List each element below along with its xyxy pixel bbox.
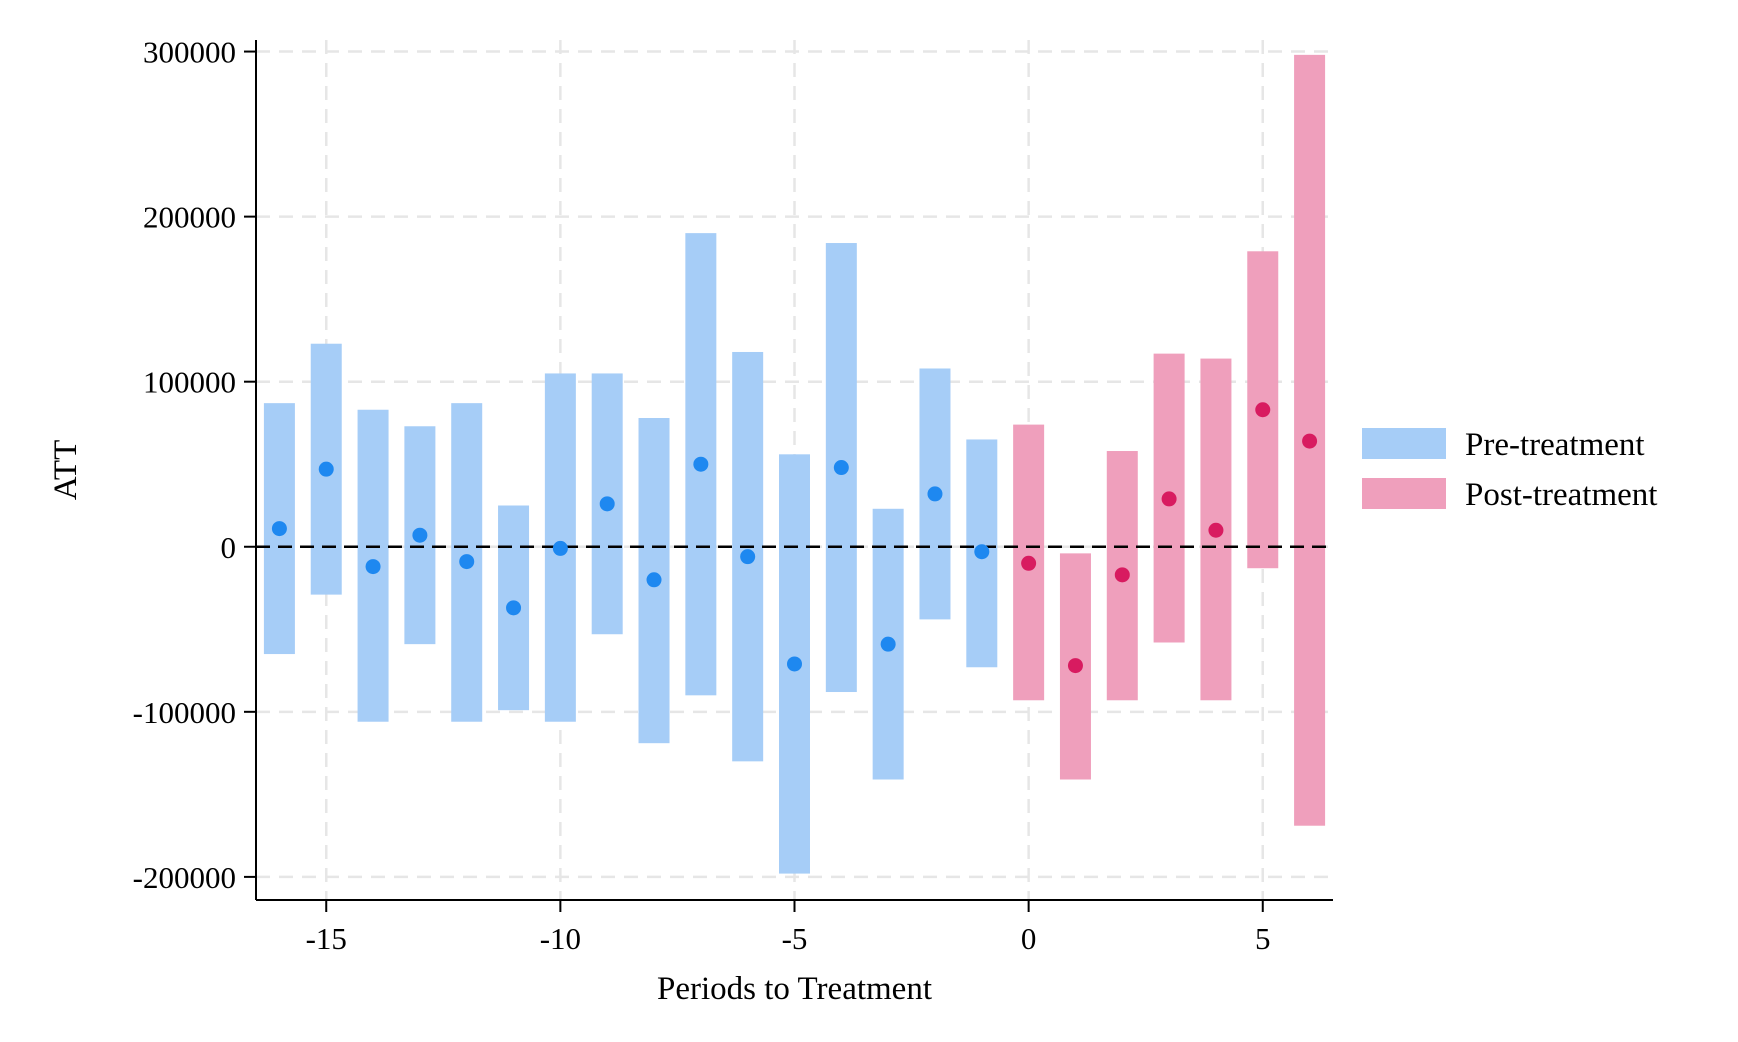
point-estimate-pre [318, 461, 334, 477]
y-tick-label: 200000 [143, 200, 236, 235]
x-tick-label: -10 [540, 921, 581, 956]
point-estimate-pre [787, 656, 802, 672]
point-estimate-pre [740, 549, 756, 565]
point-estimate-post [1067, 658, 1083, 674]
x-tick-label: -15 [306, 921, 347, 956]
point-estimates [271, 402, 1318, 674]
legend: Pre-treatment Post-treatment [1362, 427, 1657, 513]
point-estimate-pre [459, 554, 475, 570]
point-estimate-pre [974, 544, 990, 560]
legend-swatch-pre-treatment [1362, 428, 1446, 459]
point-estimate-pre [646, 572, 662, 588]
point-estimate-pre [412, 527, 428, 543]
x-axis-title: Periods to Treatment [657, 971, 932, 1007]
y-tick-label: 0 [221, 530, 237, 565]
gridlines [256, 40, 1333, 900]
x-tick-label: 0 [1021, 921, 1037, 956]
y-tick-label: 100000 [143, 365, 236, 400]
point-estimate-pre [552, 540, 568, 556]
point-estimate-pre [365, 559, 381, 575]
y-axis-ticks: -200000 -100000 0 100000 200000 300000 [133, 35, 256, 895]
point-estimate-post [1208, 522, 1224, 538]
x-tick-label: -5 [782, 921, 808, 956]
point-estimate-pre [271, 521, 287, 537]
point-estimate-post [1021, 555, 1037, 571]
confidence-intervals [263, 54, 1326, 874]
point-estimate-post [1161, 491, 1177, 507]
y-tick-label: -200000 [133, 860, 236, 895]
point-estimate-post [1114, 567, 1130, 583]
point-estimate-pre [833, 460, 849, 476]
point-estimate-pre [880, 636, 896, 652]
legend-label-pre-treatment: Pre-treatment [1465, 427, 1645, 463]
point-estimate-pre [927, 486, 943, 502]
x-axis-ticks: -15 -10 -5 0 5 [306, 900, 1271, 956]
y-tick-label: 300000 [143, 35, 236, 70]
point-estimate-pre [506, 600, 522, 616]
point-estimate-post [1302, 433, 1318, 449]
legend-label-post-treatment: Post-treatment [1465, 477, 1657, 513]
legend-swatch-post-treatment [1362, 478, 1446, 509]
y-axis-title: ATT [48, 440, 84, 501]
y-tick-label: -100000 [133, 695, 236, 730]
point-estimate-post [1255, 402, 1271, 418]
point-estimate-pre [693, 456, 709, 472]
x-tick-label: 5 [1255, 921, 1271, 956]
point-estimate-pre [599, 496, 615, 512]
